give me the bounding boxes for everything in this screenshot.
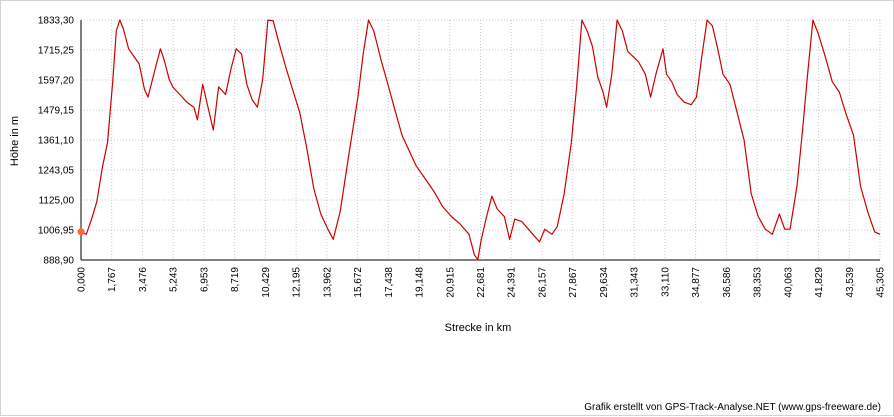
- x-tick-label: 6,953: [199, 267, 210, 292]
- x-tick-label: 0,000: [77, 267, 88, 292]
- x-tick-label: 40,063: [783, 267, 794, 298]
- y-tick-labels: 1833,30 1715,25 1597,20 1479,15 1361,10 1243,…: [38, 16, 75, 267]
- y-tick-label: 1715,25: [38, 46, 75, 57]
- series-group: [77, 19, 881, 261]
- y-tick-label: 1597,20: [38, 76, 75, 87]
- y-tick-label: 1833,30: [38, 16, 75, 27]
- x-tick-label: 12,195: [292, 267, 303, 298]
- x-tick-label: 10,429: [261, 267, 272, 298]
- x-tick-label: 29,634: [599, 267, 610, 298]
- x-tick-label: 22,681: [476, 267, 487, 298]
- x-tick-label: 33,110: [660, 267, 671, 297]
- x-tick-label: 5,243: [169, 267, 180, 292]
- x-tick-label: 1,767: [107, 267, 118, 292]
- x-tick-label: 34,877: [691, 267, 702, 298]
- x-tick-label: 38,353: [753, 267, 764, 298]
- y-tick-label: 1006,95: [38, 226, 75, 237]
- y-tick-label: 888,90: [43, 256, 74, 267]
- x-tick-label: 17,438: [384, 267, 395, 298]
- grid-lines: [81, 19, 881, 260]
- y-tick-label: 1125,00: [39, 196, 75, 207]
- x-tick-label: 41,829: [814, 267, 825, 298]
- x-tick-label: 24,391: [507, 267, 518, 298]
- x-tick-label: 13,962: [322, 267, 333, 298]
- x-tick-label: 45,305: [876, 267, 887, 298]
- y-axis-title: Höhe in m: [9, 116, 21, 166]
- x-axis-title: Strecke in km: [445, 322, 512, 334]
- x-tick-label: 31,343: [630, 267, 641, 298]
- x-tick-label: 15,672: [353, 267, 364, 298]
- x-tick-label: 43,539: [845, 267, 856, 298]
- x-tick-label: 8,719: [230, 267, 241, 292]
- x-tick-label: 20,915: [445, 267, 456, 298]
- y-tick-label: 1243,05: [38, 166, 75, 177]
- start-marker: [77, 228, 85, 236]
- x-tick-label: 27,867: [568, 267, 579, 298]
- x-tick-label: 36,586: [722, 267, 733, 298]
- x-tick-label: 3,476: [138, 267, 149, 292]
- x-tick-labels: 0,000 1,767 3,476 5,243 6,953 8,719 10,429 12,1…: [77, 267, 887, 298]
- x-tick-label: 19,148: [415, 267, 426, 298]
- y-tick-label: 1361,10: [38, 136, 75, 147]
- x-tick-label: 26,157: [537, 267, 548, 298]
- axes: [80, 20, 880, 261]
- credit-text: Grafik erstellt von GPS-Track-Analyse.NE…: [584, 402, 881, 413]
- elevation-line: [80, 19, 881, 261]
- y-tick-label: 1479,15: [38, 106, 75, 117]
